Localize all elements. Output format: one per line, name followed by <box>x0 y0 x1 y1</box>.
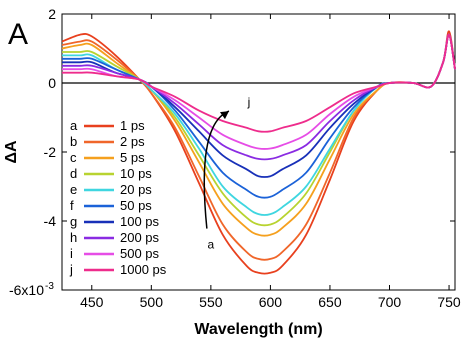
x-tick-label: 450 <box>80 294 104 310</box>
legend-label: 1 ps <box>120 118 145 133</box>
legend-letter: a <box>70 118 78 133</box>
legend-letter: g <box>70 214 77 229</box>
x-tick-label: 550 <box>199 294 223 310</box>
x-axis-title: Wavelength (nm) <box>194 321 322 338</box>
x-tick-label: 500 <box>140 294 164 310</box>
legend-letter: h <box>70 230 77 245</box>
y-tick-label: -6x10 <box>9 282 44 298</box>
legend-label: 2 ps <box>120 134 145 149</box>
annotation-j: j <box>247 95 251 109</box>
x-tick-label: 700 <box>378 294 402 310</box>
x-tick-label: 600 <box>259 294 283 310</box>
y-tick-label: 2 <box>48 6 56 22</box>
legend-letter: i <box>70 246 73 261</box>
arrow-head <box>219 111 229 120</box>
legend-letter: c <box>70 150 77 165</box>
y-tick-label: -4 <box>44 213 57 229</box>
x-tick-label: 750 <box>437 294 461 310</box>
x-tick-label: 650 <box>318 294 342 310</box>
annotation-a: a <box>208 238 215 252</box>
series-line-j <box>62 33 456 133</box>
y-tick-label: -2 <box>44 144 57 160</box>
legend-label: 50 ps <box>120 198 152 213</box>
legend-label: 100 ps <box>120 214 160 229</box>
legend-letter: d <box>70 166 77 181</box>
legend-letter: b <box>70 134 77 149</box>
legend-letter: f <box>70 198 74 213</box>
evolution-arrow <box>203 110 230 229</box>
legend-letter: e <box>70 182 77 197</box>
legend-label: 200 ps <box>120 230 160 245</box>
legend-label: 10 ps <box>120 166 152 181</box>
y-axis-title: ΔA <box>3 140 20 164</box>
legend-label: 5 ps <box>120 150 145 165</box>
legend-label: 1000 ps <box>120 262 167 277</box>
legend-label: 500 ps <box>120 246 160 261</box>
panel-label: A <box>8 18 28 51</box>
legend-letter: j <box>69 262 73 277</box>
plot-area: 450 500 550 600 650 700 750 -6x10 -3 -4 -2 0 2 a 1 ps b… <box>9 6 461 310</box>
y-tick-label: 0 <box>48 75 56 91</box>
legend-label: 20 ps <box>120 182 152 197</box>
y-tick-exponent: -3 <box>45 281 54 292</box>
